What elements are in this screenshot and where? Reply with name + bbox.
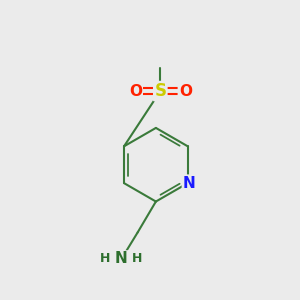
Text: O: O [179, 84, 192, 99]
Text: N: N [183, 176, 196, 190]
Text: H: H [100, 252, 110, 266]
Text: O: O [129, 84, 142, 99]
Text: S: S [154, 82, 166, 100]
Text: N: N [115, 251, 128, 266]
Text: H: H [132, 252, 142, 266]
